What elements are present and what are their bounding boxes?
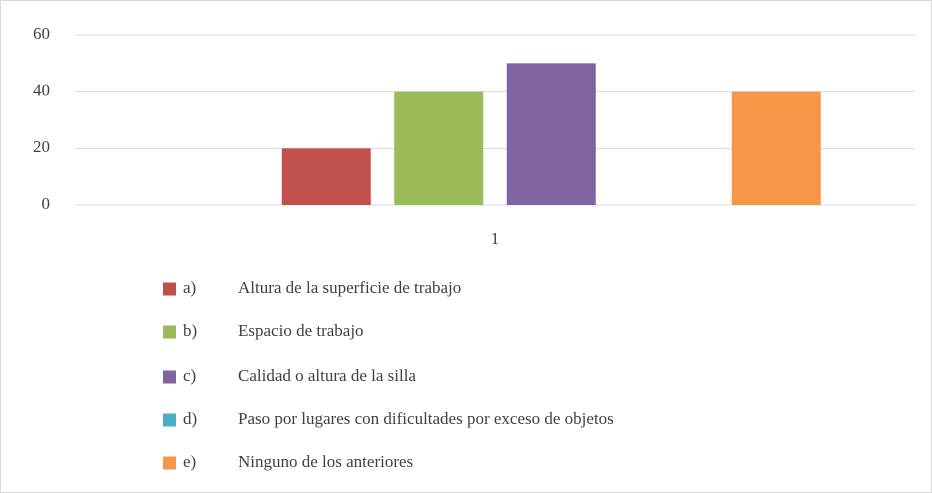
legend-label: e) Ninguno de los anteriores — [183, 452, 413, 471]
legend-label: d) Paso por lugares con dificultades por… — [183, 409, 614, 428]
legend-label: a) Altura de la superficie de trabajo — [183, 278, 461, 297]
bar — [731, 91, 821, 205]
x-tick-label: 1 — [491, 229, 500, 248]
legend-swatch — [163, 413, 176, 427]
legend-swatch — [163, 282, 176, 296]
bar — [281, 148, 371, 205]
bar — [394, 91, 484, 205]
legend-swatch — [163, 370, 176, 384]
bar — [506, 63, 596, 206]
y-tick-label: 40 — [33, 81, 50, 100]
legend-label: b) Espacio de trabajo — [183, 321, 364, 340]
legend-swatch — [163, 325, 176, 339]
legend-label: c) Calidad o altura de la silla — [183, 366, 416, 385]
y-tick-label: 0 — [42, 194, 51, 213]
y-tick-label: 60 — [33, 24, 50, 43]
y-tick-label: 20 — [33, 137, 50, 156]
legend-swatch — [163, 456, 176, 470]
